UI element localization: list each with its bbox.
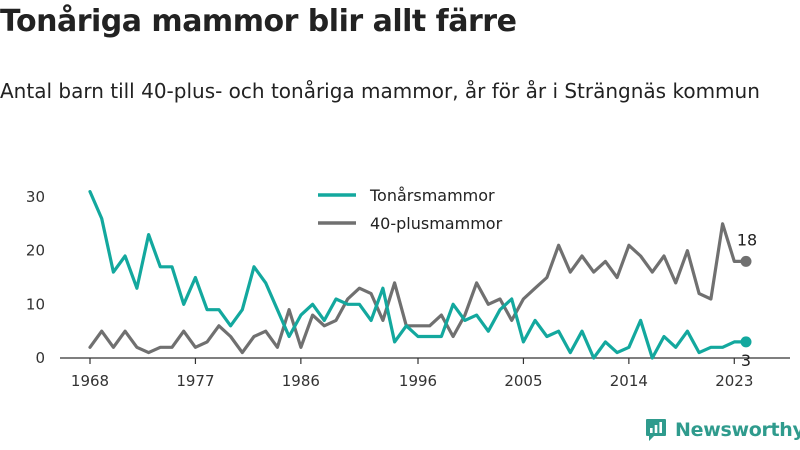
series-layer: 18 3 xyxy=(88,190,757,370)
x-tick-label: 1968 xyxy=(71,372,109,390)
x-tick-label: 2023 xyxy=(715,372,753,390)
x-tick-label: 1996 xyxy=(399,372,437,390)
legend-label-40-plusmammor: 40-plusmammor xyxy=(370,214,503,233)
x-tick-label: 1977 xyxy=(176,372,214,390)
y-tick-label: 10 xyxy=(26,295,45,313)
legend: Tonårsmammor 40-plusmammor xyxy=(318,186,503,233)
y-tick-label: 20 xyxy=(26,242,45,260)
x-tick-label: 2005 xyxy=(504,372,542,390)
x-tick-label: 2014 xyxy=(610,372,648,390)
end-label-tonarsmammor: 3 xyxy=(741,351,751,370)
y-tick-label: 0 xyxy=(35,349,45,367)
series-line-tonarsmammor xyxy=(88,190,748,360)
brand-name: Newsworthy xyxy=(675,419,800,441)
brand-logo: Newsworthy xyxy=(645,418,800,442)
y-tick-label: 30 xyxy=(26,188,45,206)
end-label-40-plusmammor: 18 xyxy=(737,230,757,249)
axis-layer: 0 10 20 30 1968 1977 1986 1996 2005 2014 2023 xyxy=(26,188,790,390)
chart-subtitle: Antal barn till 40-plus- och tonåriga ma… xyxy=(0,79,760,103)
end-point-40-plusmammor xyxy=(740,255,752,267)
series-line-40-plusmammor xyxy=(88,222,748,355)
newsworthy-logo-icon xyxy=(646,419,666,441)
legend-label-tonarsmammor: Tonårsmammor xyxy=(369,186,495,205)
end-point-tonarsmammor xyxy=(740,336,752,348)
x-tick-label: 1986 xyxy=(282,372,320,390)
chart-title: Tonåriga mammor blir allt färre xyxy=(0,4,517,39)
